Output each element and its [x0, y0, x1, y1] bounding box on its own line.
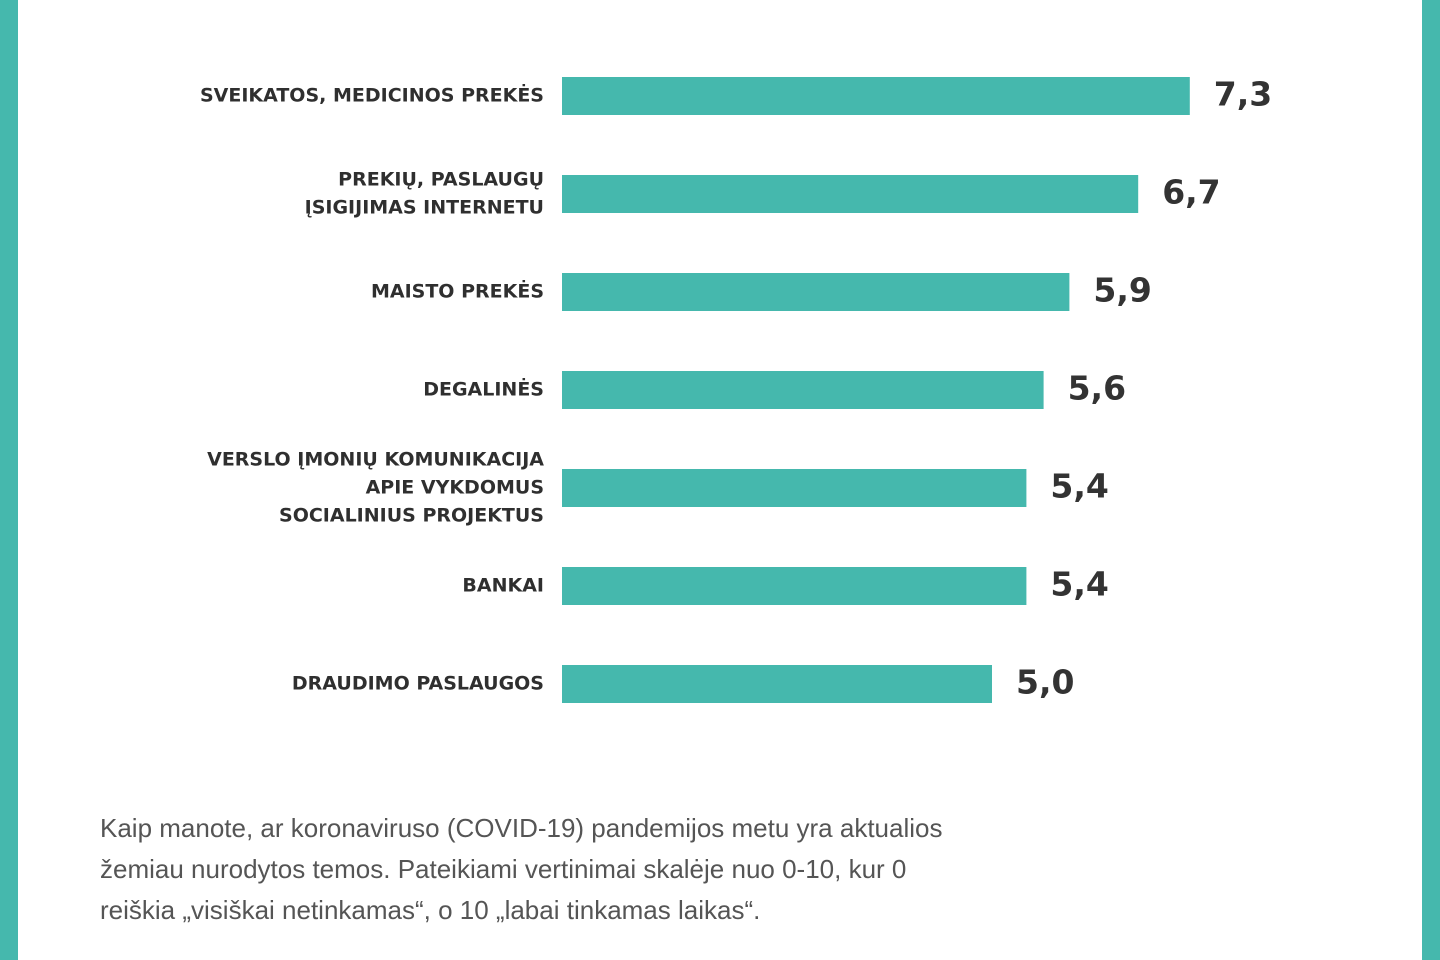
category-label: BANKAI: [462, 575, 544, 597]
bar: [562, 77, 1190, 115]
category-label: PREKIŲ, PASLAUGŲ: [338, 169, 544, 191]
value-label: 5,4: [1050, 565, 1108, 604]
right-border: [1422, 0, 1440, 960]
category-label: DRAUDIMO PASLAUGOS: [292, 673, 544, 695]
category-label: ĮSIGIJIMAS INTERNETU: [305, 197, 544, 219]
value-label: 5,4: [1050, 467, 1108, 506]
bar: [562, 371, 1044, 409]
bar: [562, 665, 992, 703]
category-label: SOCIALINIUS PROJEKTUS: [279, 505, 544, 527]
category-label: DEGALINĖS: [423, 377, 544, 401]
value-label: 6,7: [1162, 173, 1220, 212]
bar: [562, 469, 1027, 507]
bar: [562, 567, 1027, 605]
bar: [562, 175, 1139, 213]
category-label: VERSLO ĮMONIŲ KOMUNIKACIJA: [207, 449, 544, 471]
value-label: 5,9: [1093, 271, 1151, 310]
value-label: 5,0: [1016, 663, 1074, 702]
note-line: Kaip manote, ar koronaviruso (COVID-19) …: [100, 813, 943, 843]
note-line: žemiau nurodytos temos. Pateikiami verti…: [100, 854, 906, 884]
category-label: APIE VYKDOMUS: [366, 477, 544, 499]
bar: [562, 273, 1070, 311]
left-border: [0, 0, 18, 960]
value-label: 7,3: [1214, 75, 1272, 114]
category-label: SVEIKATOS, MEDICINOS PREKĖS: [200, 83, 544, 107]
note-line: reiškia „visiškai netinkamas“, o 10 „lab…: [100, 895, 760, 925]
value-label: 5,6: [1068, 369, 1126, 408]
category-label: MAISTO PREKĖS: [371, 279, 544, 303]
